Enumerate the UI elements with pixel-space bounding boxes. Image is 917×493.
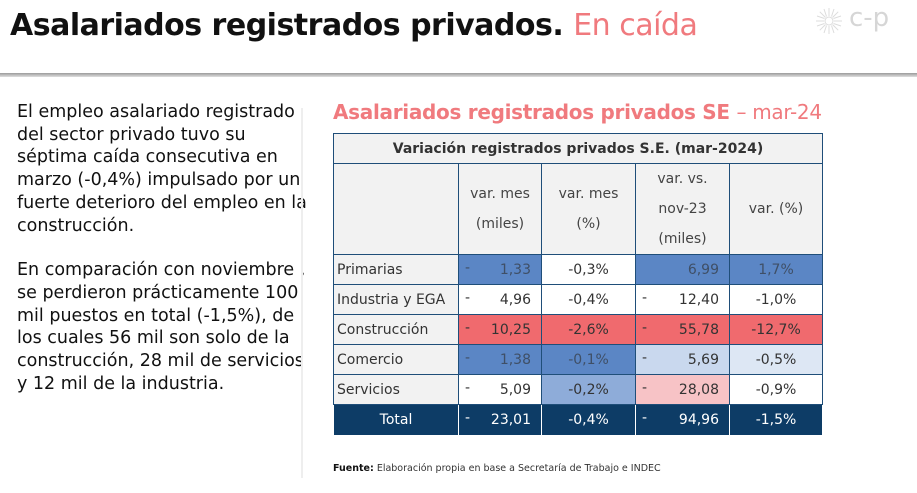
table-title-date: – mar-24 bbox=[736, 100, 822, 124]
row-label: Comercio bbox=[333, 344, 459, 375]
summary-paragraph: En comparación con noviembre , se perdie… bbox=[17, 260, 306, 394]
source-text: Elaboración propia en base a Secretaría … bbox=[376, 463, 661, 474]
page-title-main: Asalariados registrados privados. bbox=[10, 8, 564, 43]
table-row: Comercio -1,38 -0,1% -5,69 -0,5% bbox=[333, 344, 823, 375]
row-label: Servicios bbox=[333, 374, 459, 405]
table-row: Primarias -1,33 -0,3% 6,99 1,7% bbox=[333, 254, 823, 285]
cell-mes-pct: -0,3% bbox=[541, 254, 636, 285]
logo: c-p bbox=[815, 3, 905, 37]
cell-mes-miles: -4,96 bbox=[458, 284, 542, 315]
table-row: Servicios -5,09 -0,2% -28,08 -0,9% bbox=[333, 374, 823, 405]
cell-mes-pct: -0,4% bbox=[541, 284, 636, 315]
table-row: Construcción -10,25 -2,6% -55,78 -12,7% bbox=[333, 314, 823, 345]
summary-paragraph: El empleo asalariado registrado del sect… bbox=[17, 102, 307, 236]
column-divider bbox=[301, 108, 303, 478]
table-row: Industria y EGA -4,96 -0,4% -12,40 -1,0% bbox=[333, 284, 823, 315]
cell-nov-pct: 1,7% bbox=[729, 254, 823, 285]
cell-nov-miles: -28,08 bbox=[635, 374, 730, 405]
header-var-pct: var. (%) bbox=[729, 163, 823, 255]
table-total-row: Total -23,01 -0,4% -94,96 -1,5% bbox=[333, 404, 823, 436]
cell-nov-pct: -0,5% bbox=[729, 344, 823, 375]
page-title: Asalariados registrados privados. En caí… bbox=[10, 8, 698, 43]
row-label: Primarias bbox=[333, 254, 459, 285]
table-title: Asalariados registrados privados SE – ma… bbox=[333, 100, 822, 124]
cell-mes-pct: -0,2% bbox=[541, 374, 636, 405]
sun-burst-icon bbox=[816, 8, 842, 34]
total-nov-miles: -94,96 bbox=[635, 404, 730, 436]
cell-nov-miles: -55,78 bbox=[635, 314, 730, 345]
cell-mes-miles: -1,38 bbox=[458, 344, 542, 375]
source-note: Fuente: Elaboración propia en base a Sec… bbox=[333, 463, 661, 474]
row-label: Industria y EGA bbox=[333, 284, 459, 315]
cell-mes-pct: -0,1% bbox=[541, 344, 636, 375]
table-title-bold: Asalariados registrados privados SE bbox=[333, 100, 730, 124]
header-var-mes-pct: var. mes (%) bbox=[541, 163, 636, 255]
cell-nov-miles: 6,99 bbox=[635, 254, 730, 285]
header-var-nov-miles: var. vs. nov-23 (miles) bbox=[635, 163, 730, 255]
page-title-accent: En caída bbox=[573, 8, 698, 43]
cell-nov-pct: -0,9% bbox=[729, 374, 823, 405]
source-label: Fuente: bbox=[333, 463, 374, 474]
total-mes-pct: -0,4% bbox=[541, 404, 636, 436]
cell-mes-miles: -5,09 bbox=[458, 374, 542, 405]
cell-mes-pct: -2,6% bbox=[541, 314, 636, 345]
header-var-mes-miles: var. mes (miles) bbox=[458, 163, 542, 255]
cell-nov-pct: -12,7% bbox=[729, 314, 823, 345]
total-label: Total bbox=[333, 404, 459, 436]
table-caption: Variación registrados privados S.E. (mar… bbox=[333, 133, 823, 164]
row-label: Construcción bbox=[333, 314, 459, 345]
summary-text: El empleo asalariado registrado del sect… bbox=[17, 101, 307, 417]
header-empty bbox=[333, 163, 459, 255]
logo-text: c-p bbox=[849, 3, 890, 33]
cell-mes-miles: -1,33 bbox=[458, 254, 542, 285]
cell-nov-pct: -1,0% bbox=[729, 284, 823, 315]
employment-table: Variación registrados privados S.E. (mar… bbox=[333, 133, 823, 436]
cell-mes-miles: -10,25 bbox=[458, 314, 542, 345]
total-mes-miles: -23,01 bbox=[458, 404, 542, 436]
cell-nov-miles: -12,40 bbox=[635, 284, 730, 315]
total-nov-pct: -1,5% bbox=[729, 404, 823, 436]
cell-nov-miles: -5,69 bbox=[635, 344, 730, 375]
header-divider bbox=[0, 73, 917, 77]
